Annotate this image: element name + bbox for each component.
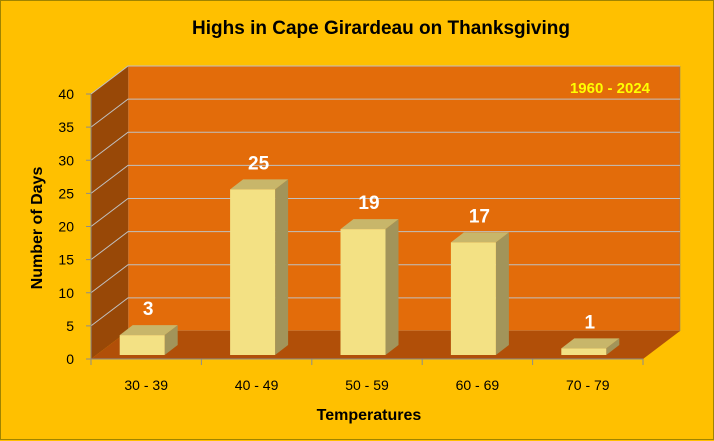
x-tick-label: 30 - 39	[124, 377, 168, 393]
bar-front	[230, 189, 276, 355]
x-tick-label: 50 - 59	[345, 377, 389, 393]
bar	[119, 325, 178, 355]
y-tick-label: 25	[58, 185, 74, 201]
bar	[340, 219, 399, 355]
gridline	[90, 164, 680, 194]
bar-side	[606, 338, 620, 355]
bar-front	[340, 229, 386, 355]
bar-top	[230, 179, 289, 190]
bar-front	[119, 335, 165, 355]
bar-top	[340, 219, 399, 230]
bar	[561, 338, 620, 355]
bar-side	[164, 325, 178, 355]
x-axis-title: Temperatures	[317, 407, 422, 424]
x-tick-label: 40 - 49	[235, 377, 279, 393]
bar-side	[385, 219, 399, 355]
bars	[119, 179, 620, 355]
gridline	[90, 198, 680, 227]
y-tick-label: 15	[58, 252, 74, 268]
bar-front	[561, 348, 607, 355]
y-tick-label: 0	[66, 351, 74, 367]
data-label: 3	[143, 299, 154, 320]
data-label: 17	[469, 206, 490, 227]
data-label: 25	[248, 153, 270, 174]
bar-top	[450, 232, 509, 243]
labels: 3 25 19 17 1 30 - 39 40 - 49 50 - 59 60 - 69 70 -…	[58, 86, 609, 393]
gridline	[90, 231, 680, 261]
bar-top	[561, 338, 620, 349]
gridlines	[86, 65, 680, 365]
year-range-annotation: 1960 - 2024	[570, 80, 651, 97]
bar-top	[119, 325, 178, 336]
data-label: 1	[585, 312, 596, 333]
y-tick-label: 5	[66, 318, 74, 334]
y-tick-label: 30	[58, 152, 74, 168]
y-tick-label: 10	[58, 285, 74, 301]
bar	[450, 232, 509, 355]
y-tick-label: 35	[58, 119, 74, 135]
bar-side	[495, 232, 509, 355]
data-label: 19	[358, 193, 379, 214]
chart-title: Highs in Cape Girardeau on Thanksgiving	[192, 18, 570, 39]
bar	[230, 179, 289, 355]
bar-side	[275, 179, 289, 355]
y-tick-label: 40	[58, 86, 74, 102]
gridline	[90, 98, 680, 128]
bar-front	[450, 242, 496, 355]
x-tick-label: 60 - 69	[456, 377, 500, 393]
y-axis-title: Number of Days	[29, 167, 46, 290]
gridline	[90, 65, 680, 95]
y-tick-label: 20	[58, 219, 74, 235]
x-tick-label: 70 - 79	[566, 377, 610, 393]
gridline	[90, 131, 680, 161]
